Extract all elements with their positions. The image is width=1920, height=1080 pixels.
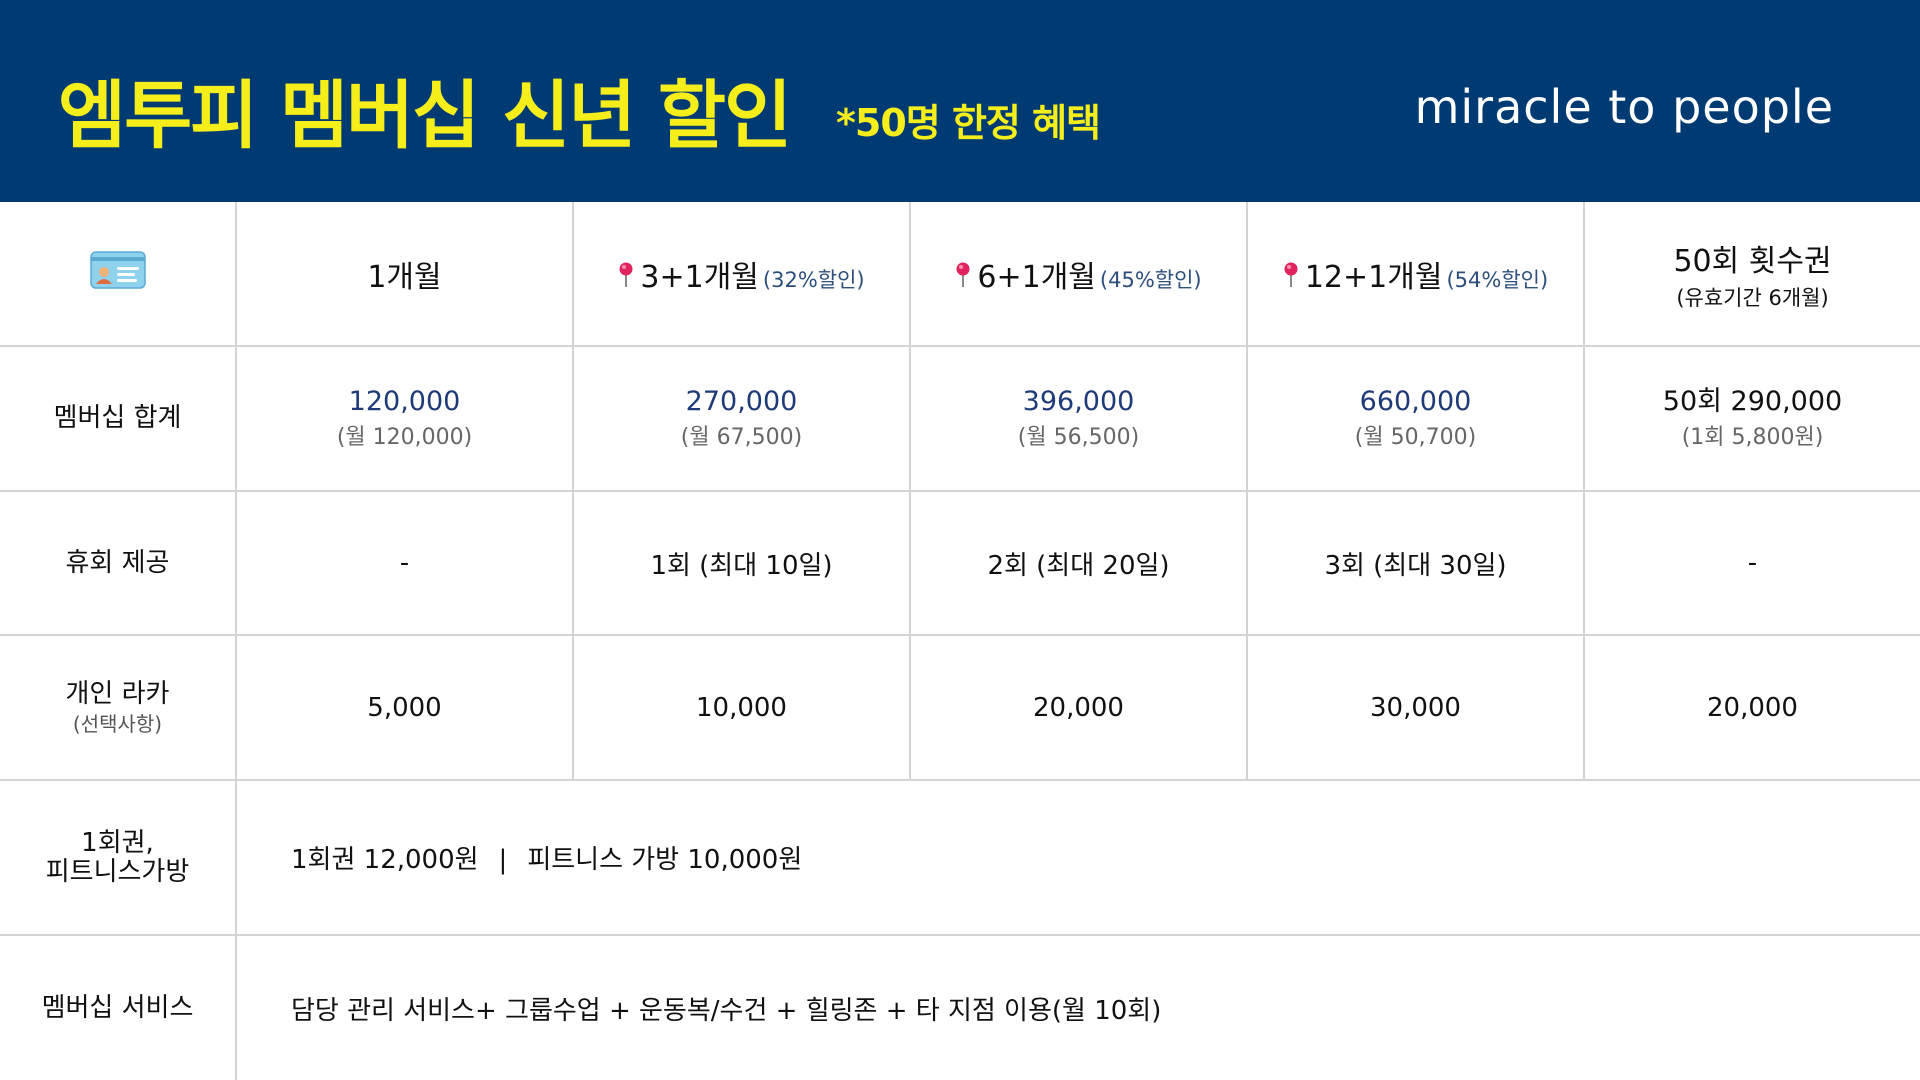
- plan-validity: (유효기간 6개월): [1676, 285, 1829, 310]
- plan-name: 12+1개월: [1304, 259, 1443, 295]
- locker-cell: 20,000: [909, 634, 1248, 781]
- suspension-cell: -: [235, 490, 574, 636]
- price-cell: 120,000 (월 120,000): [235, 345, 574, 492]
- row-label-line1: 1회권,: [81, 827, 154, 858]
- price-cell: 396,000 (월 56,500): [909, 345, 1248, 492]
- suspension-cell: 1회 (최대 10일): [572, 490, 911, 636]
- locker-row: 개인 라카 (선택사항) 5,000 10,000 20,000 30,000 …: [0, 634, 1920, 781]
- suspension-cell: 2회 (최대 20일): [909, 490, 1248, 636]
- row-label: 멤버십 서비스: [0, 934, 237, 1080]
- row-sublabel: (선택사항): [72, 711, 163, 736]
- row-label-cell: 개인 라카 (선택사항): [0, 634, 237, 781]
- pushpin-icon: [618, 261, 634, 296]
- price-value: 396,000: [1022, 385, 1135, 417]
- price-monthly: (월 67,500): [680, 424, 803, 450]
- plan-discount: (54%할인): [1446, 267, 1549, 292]
- plan-name: 1개월: [367, 259, 442, 295]
- plan-header-3plus1: 3+1개월 (32%할인): [572, 202, 911, 347]
- price-value: 270,000: [685, 385, 798, 417]
- price-cell: 660,000 (월 50,700): [1246, 345, 1585, 492]
- plan-discount: (45%할인): [1099, 267, 1202, 292]
- service-description: 담당 관리 서비스+ 그룹수업 + 운동복/수건 + 힐링존 + 타 지점 이용…: [235, 934, 1920, 1080]
- row-label: 개인 라카: [65, 679, 170, 710]
- plan-header-row: 1개월 3+1개월 (32%할인) 6+1개월 (45%할인) 12+1개월 (54%…: [0, 202, 1920, 347]
- plan-header-1month: 1개월: [235, 202, 574, 347]
- locker-cell: 5,000: [235, 634, 574, 781]
- suspension-row: 휴회 제공 - 1회 (최대 10일) 2회 (최대 20일) 3회 (최대 3…: [0, 490, 1920, 636]
- plan-header-6plus1: 6+1개월 (45%할인): [909, 202, 1248, 347]
- brand-logo-text: miracle to people: [1414, 80, 1834, 134]
- service-row: 멤버십 서비스 담당 관리 서비스+ 그룹수업 + 운동복/수건 + 힐링존 +…: [0, 934, 1920, 1080]
- price-cell: 50회 290,000 (1회 5,800원): [1583, 345, 1920, 492]
- plan-name: 50회 횟수권: [1673, 243, 1832, 279]
- membership-card-icon: [89, 251, 146, 296]
- plan-name: 6+1개월: [977, 259, 1096, 295]
- corner-cell: [0, 202, 237, 347]
- price-value: 660,000: [1359, 385, 1472, 417]
- promo-subtitle: *50명 한정 혜택: [836, 101, 1101, 145]
- suspension-cell: 3회 (최대 30일): [1246, 490, 1585, 636]
- locker-cell: 10,000: [572, 634, 911, 781]
- row-label: 멤버십 합계: [0, 345, 237, 492]
- row-label-line2: 피트니스가방: [45, 856, 190, 887]
- row-label: 휴회 제공: [0, 490, 237, 636]
- locker-cell: 30,000: [1246, 634, 1585, 781]
- pushpin-icon: [955, 261, 971, 296]
- page-title: 엠투피 멤버십 신년 할인: [58, 73, 792, 159]
- plan-discount: (32%할인): [762, 267, 865, 292]
- suspension-cell: -: [1583, 490, 1920, 636]
- plan-header-12plus1: 12+1개월 (54%할인): [1246, 202, 1585, 347]
- fitness-bag-price: 피트니스 가방 10,000원: [527, 845, 803, 875]
- single-pass-row: 1회권, 피트니스가방 1회권 12,000원 | 피트니스 가방 10,000원: [0, 779, 1920, 936]
- header-banner: 엠투피 멤버십 신년 할인 *50명 한정 혜택 miracle to peop…: [0, 0, 1920, 202]
- price-cell: 270,000 (월 67,500): [572, 345, 911, 492]
- plan-header-50sessions: 50회 횟수권 (유효기간 6개월): [1583, 202, 1920, 347]
- locker-cell: 20,000: [1583, 634, 1920, 781]
- price-monthly: (월 56,500): [1017, 424, 1140, 450]
- price-value: 50회 290,000: [1662, 385, 1843, 417]
- price-value: 120,000: [348, 385, 461, 417]
- membership-price-table: 1개월 3+1개월 (32%할인) 6+1개월 (45%할인) 12+1개월 (54%…: [0, 202, 1920, 1080]
- price-monthly: (월 120,000): [336, 424, 473, 450]
- pushpin-icon: [1283, 261, 1299, 296]
- single-pass-info: 1회권 12,000원 | 피트니스 가방 10,000원: [235, 779, 1920, 936]
- plan-name: 3+1개월: [640, 259, 759, 295]
- row-label-cell: 1회권, 피트니스가방: [0, 779, 237, 936]
- price-per-session: (1회 5,800원): [1681, 424, 1824, 450]
- membership-total-row: 멤버십 합계 120,000 (월 120,000) 270,000 (월 67…: [0, 345, 1920, 492]
- divider: |: [498, 845, 508, 875]
- single-pass-price: 1회권 12,000원: [291, 845, 479, 875]
- price-monthly: (월 50,700): [1354, 424, 1477, 450]
